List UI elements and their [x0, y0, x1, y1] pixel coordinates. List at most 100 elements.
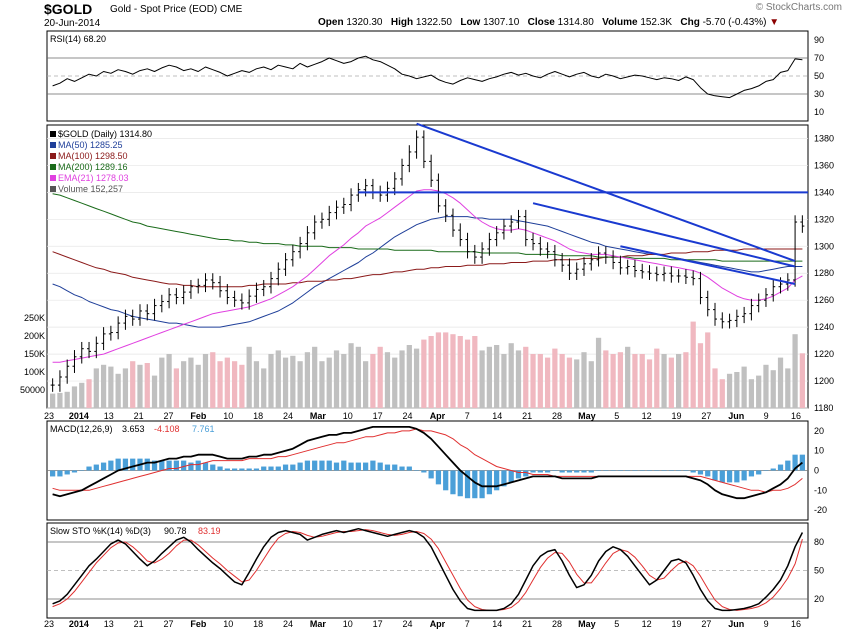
macd-tick-label: -10: [814, 485, 827, 495]
volume-bar: [785, 368, 791, 408]
x-axis-label-bottom: 10: [343, 619, 353, 629]
macd-histogram-bar: [544, 470, 551, 473]
x-axis-label-bottom: 2014: [69, 619, 89, 629]
x-axis-label: 27: [701, 411, 711, 421]
macd-histogram-bar: [435, 470, 442, 485]
volume-bar: [799, 353, 805, 408]
x-axis-label-bottom: 27: [701, 619, 711, 629]
macd-histogram-bar: [610, 470, 616, 471]
rsi-line: [52, 55, 803, 99]
volume-tick-label: 100K: [24, 367, 45, 377]
macd-histogram-bar: [697, 470, 704, 475]
macd-histogram-bar: [239, 468, 245, 471]
volume-bar: [268, 354, 274, 408]
x-axis-label-bottom: 10: [223, 619, 233, 629]
sto-tick-label: 50: [814, 566, 824, 576]
macd-histogram-bar: [312, 460, 318, 471]
macd-histogram-bar: [188, 462, 194, 471]
macd-line: [52, 425, 803, 500]
ema21-line: [52, 189, 803, 363]
volume-bar: [756, 375, 762, 408]
macd-histogram-bar: [632, 470, 638, 471]
macd-histogram-bar: [86, 466, 92, 471]
macd-histogram-bar: [333, 462, 340, 471]
macd-histogram-bar: [406, 466, 412, 471]
macd-histogram-bar: [122, 458, 129, 471]
macd-histogram-bar: [661, 470, 667, 471]
macd-histogram-bar: [290, 464, 296, 471]
macd-tick-label: -20: [814, 505, 827, 515]
volume-bar: [144, 363, 150, 408]
legend-swatch: [50, 175, 56, 181]
rsi-tick-label: 30: [814, 89, 824, 99]
macd-legend-value: 3.653: [122, 424, 145, 434]
legend-swatch: [50, 131, 56, 137]
volume-bar: [741, 366, 747, 408]
chg-value: -5.70 (-0.43%): [702, 17, 767, 28]
macd-histogram-bar: [282, 464, 289, 471]
x-axis-label-bottom: 21: [134, 619, 144, 629]
volume-bar: [297, 361, 303, 408]
macd-histogram-bar: [479, 470, 485, 499]
volume-bar: [508, 343, 514, 408]
macd-histogram-bar: [530, 470, 536, 473]
symbol-title: $GOLD: [44, 1, 93, 17]
macd-histogram-bar: [355, 462, 361, 471]
price-legend-item: EMA(21) 1278.03: [58, 173, 129, 183]
x-axis-label: 28: [552, 411, 562, 421]
volume-bar: [675, 354, 682, 408]
volume-bar: [595, 337, 602, 408]
macd-histogram-bar: [523, 470, 529, 477]
macd-histogram-bar: [756, 470, 762, 475]
volume-bar: [326, 357, 332, 408]
x-axis-label: 24: [403, 411, 413, 421]
volume-bar: [421, 339, 427, 408]
macd-histogram-bar: [144, 458, 150, 471]
macd-histogram-bar: [71, 470, 78, 473]
macd-histogram-bar: [159, 460, 165, 471]
volume-bar: [413, 348, 420, 408]
macd-histogram-bar: [297, 462, 303, 471]
trendline-down-3: [620, 245, 796, 285]
volume-bar: [151, 375, 158, 408]
volume-bar: [181, 361, 187, 408]
macd-histogram-bar: [734, 470, 740, 483]
macd-histogram-bar: [384, 464, 391, 471]
macd-tick-label: 10: [814, 446, 824, 456]
volume-bar: [457, 336, 463, 408]
volume-bar: [566, 357, 573, 408]
volume-bar: [712, 368, 718, 408]
macd-histogram-bar: [253, 468, 260, 471]
macd-histogram-bar: [421, 470, 427, 473]
volume-bar: [71, 386, 78, 408]
trendline-down-2: [532, 202, 796, 268]
ma200-line: [52, 193, 803, 262]
x-axis-label-bottom: 7: [465, 619, 470, 629]
x-axis-label: 14: [492, 411, 502, 421]
volume-bar: [224, 357, 230, 408]
macd-histogram-bar: [57, 470, 63, 477]
macd-histogram-bar: [130, 458, 136, 471]
volume-bar: [763, 364, 769, 408]
macd-histogram-bar: [457, 470, 463, 497]
x-axis-label-bottom: 27: [164, 619, 174, 629]
volume-bar: [115, 373, 121, 408]
macd-histogram-bar: [574, 470, 580, 473]
x-axis-label-bottom: May: [578, 619, 596, 629]
sto-tick-label: 80: [814, 537, 824, 547]
macd-histogram-bar: [93, 464, 99, 471]
volume-bar: [239, 364, 245, 408]
volume-bar: [610, 354, 616, 408]
volume-value: 152.3K: [640, 17, 673, 28]
macd-histogram-bar: [552, 470, 558, 471]
volume-bar: [159, 357, 165, 408]
sto-d-line: [52, 529, 803, 611]
watermark: © StockCharts.com: [755, 2, 842, 13]
symbol-description: Gold - Spot Price (EOD) CME: [110, 4, 243, 15]
x-axis-label-bottom: 23: [44, 619, 54, 629]
x-axis-label: 12: [642, 411, 652, 421]
x-axis-label-bottom: 16: [791, 619, 801, 629]
volume-bar: [632, 354, 638, 408]
volume-bar: [86, 379, 92, 408]
